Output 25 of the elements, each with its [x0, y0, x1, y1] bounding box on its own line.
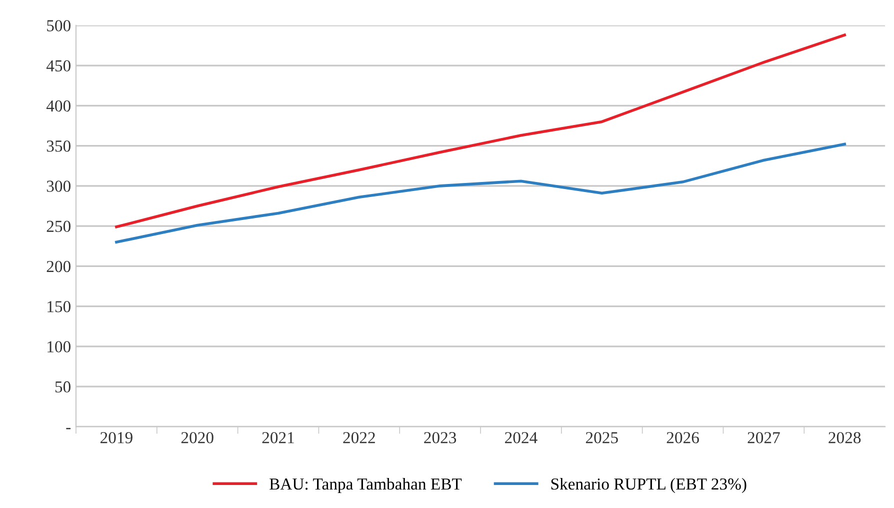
- y-tick-label: 100: [48, 341, 70, 352]
- x-tick-label: 2027: [748, 432, 780, 444]
- x-tick-label: 2022: [343, 432, 375, 444]
- x-tick-label: 2025: [586, 432, 618, 444]
- line-series: [115, 142, 846, 244]
- y-tick-label: 250: [46, 220, 70, 232]
- x-tick-label: 2023: [424, 432, 456, 444]
- x-tick-label: 2024: [505, 432, 538, 444]
- y-tick-label: 300: [46, 180, 70, 192]
- x-tick-label: 2026: [666, 432, 699, 444]
- line-series: [115, 34, 846, 228]
- y-tick-label: 500: [47, 20, 70, 32]
- x-tick-label: 2019: [100, 432, 132, 444]
- legend-label: BAU: Tanpa Tambahan EBT: [270, 478, 462, 494]
- x-tick-label: 2021: [262, 432, 294, 444]
- y-tick-label: 50: [55, 381, 70, 393]
- y-tick-label: -: [66, 428, 71, 430]
- y-tick-label: 200: [46, 260, 70, 272]
- x-tick-label: 2028: [828, 432, 861, 444]
- legend-label: Skenario RUPTL (EBT 23%): [551, 478, 746, 494]
- x-tick-label: 2020: [181, 432, 214, 444]
- y-tick-label: 150: [48, 301, 70, 312]
- y-tick-label: 350: [46, 140, 70, 152]
- y-tick-label: 450: [46, 60, 70, 72]
- y-tick-label: 400: [46, 100, 70, 112]
